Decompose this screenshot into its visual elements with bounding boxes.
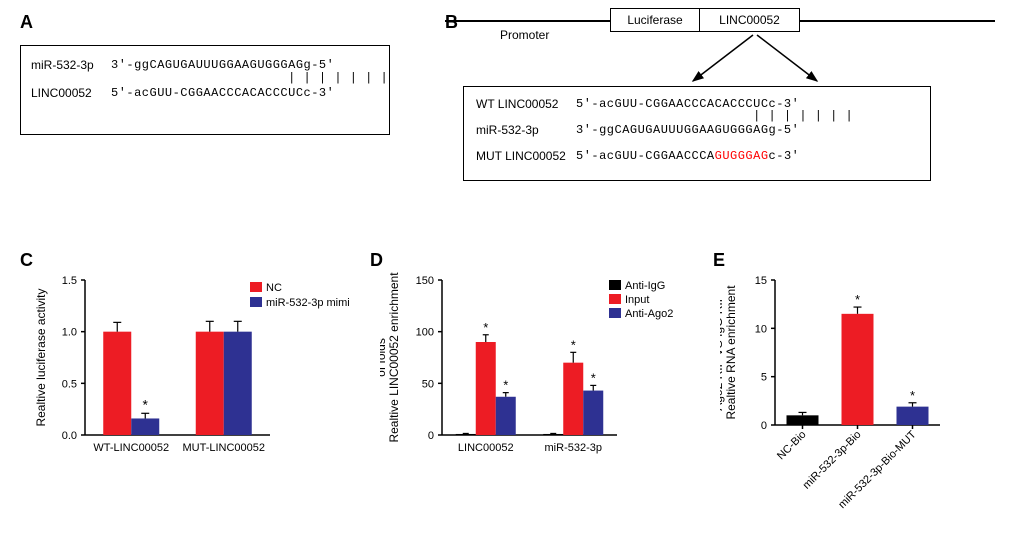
svg-text:*: * — [591, 370, 596, 385]
promoter-line — [445, 20, 610, 22]
svg-text:WT-LINC00052: WT-LINC00052 — [93, 442, 169, 454]
svg-text:miR-532-3p mimics: miR-532-3p mimics — [266, 297, 350, 309]
svg-text:LINC00052: LINC00052 — [458, 442, 514, 454]
panel-c-label: C — [20, 250, 33, 271]
svg-text:Anti-Ago2: Anti-Ago2 — [625, 308, 673, 320]
panel-d-label: D — [370, 250, 383, 271]
linc-box: LINC00052 — [700, 8, 800, 32]
pairing-bars: | | | | | | | — [111, 74, 379, 84]
svg-text:NC-Bio: NC-Bio — [775, 429, 809, 463]
luciferase-box: Luciferase — [610, 8, 700, 32]
mir-label-b: miR-532-3p — [476, 123, 576, 137]
svg-text:Input: Input — [625, 294, 649, 306]
svg-text:0: 0 — [428, 430, 434, 442]
svg-text:NC: NC — [266, 282, 282, 294]
end-line — [800, 20, 995, 22]
panel-a-sequence-box: miR-532-3p 3'-ggCAGUGAUUUGGAAGUGGGAGg-5'… — [20, 45, 390, 135]
svg-text:miR-532-3p: miR-532-3p — [545, 442, 602, 454]
svg-text:0.0: 0.0 — [62, 430, 77, 442]
svg-text:10: 10 — [755, 323, 767, 335]
panel-b-sequence-box: WT LINC00052 5'-acGUU-CGGAACCCACACCCUCc-… — [463, 86, 931, 181]
panel-b: Promoter Luciferase LINC00052 WT LINC000… — [445, 8, 1000, 48]
panel-a-label: A — [20, 12, 33, 33]
chart-d: 0 50 100 150 Realtive LINC00052 enrichmentof… — [380, 270, 700, 535]
svg-text:0: 0 — [761, 420, 767, 432]
mir-seq-b: 3'-ggCAGUGAUUUGGAAGUGGGAGg-5' — [576, 123, 799, 137]
wt-label: WT LINC00052 — [476, 97, 576, 111]
mir-seq: 3'-ggCAGUGAUUUGGAAGUGGGAGg-5' — [111, 58, 334, 72]
svg-text:5: 5 — [761, 372, 767, 384]
linc-label: LINC00052 — [31, 86, 111, 100]
svg-text:Realtive RNA enrichment: Realtive RNA enrichment — [724, 285, 738, 420]
promoter-label: Promoter — [500, 28, 549, 42]
svg-text:miR-532-3p-Bio: miR-532-3p-Bio — [801, 429, 864, 492]
svg-text:Ago2 RIP VS IgG RIP: Ago2 RIP VS IgG RIP — [720, 294, 725, 411]
svg-text:50: 50 — [422, 378, 434, 390]
svg-text:MUT-LINC00052: MUT-LINC00052 — [182, 442, 265, 454]
svg-text:Realtive luciferase activity: Realtive luciferase activity — [34, 288, 48, 426]
svg-text:1.0: 1.0 — [62, 327, 77, 339]
mir-label: miR-532-3p — [31, 58, 111, 72]
pairing-bars-b: | | | | | | | — [576, 112, 918, 122]
linc-seq: 5'-acGUU-CGGAACCCACACCCUCc-3' — [111, 86, 334, 100]
svg-text:0.5: 0.5 — [62, 378, 77, 390]
svg-text:Realtive LINC00052 enrichment: Realtive LINC00052 enrichment — [387, 272, 401, 443]
mut-seq: 5'-acGUU-CGGAACCCAGUGGGAGc-3' — [576, 149, 799, 163]
svg-text:Anti-IgG: Anti-IgG — [625, 280, 665, 292]
svg-text:150: 150 — [416, 275, 434, 287]
chart-e: 0 5 10 15 Realtive RNA enrichmentAgo2 RIP VS… — [720, 270, 1010, 535]
svg-text:*: * — [503, 378, 508, 393]
svg-text:*: * — [483, 320, 488, 335]
arrows-icon — [645, 33, 865, 88]
mut-label: MUT LINC00052 — [476, 149, 576, 163]
svg-text:100: 100 — [416, 327, 434, 339]
svg-text:1.5: 1.5 — [62, 275, 77, 287]
chart-c: 0.0 0.5 1.0 1.5 Realtive luciferase activity… — [30, 270, 350, 535]
svg-text:of folds: of folds — [380, 338, 388, 377]
svg-text:15: 15 — [755, 275, 767, 287]
panel-e-label: E — [713, 250, 725, 271]
svg-text:*: * — [855, 292, 860, 307]
svg-text:*: * — [571, 337, 576, 352]
svg-text:*: * — [910, 388, 915, 403]
svg-text:*: * — [143, 396, 149, 412]
